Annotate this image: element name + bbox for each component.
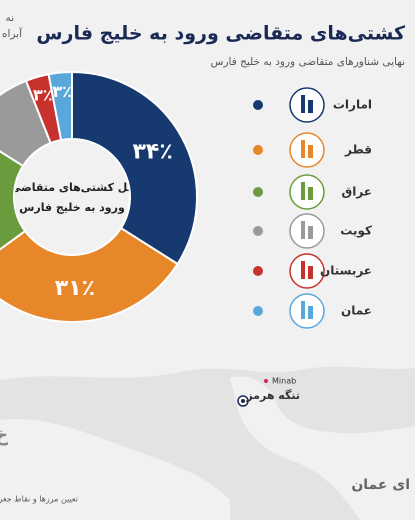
legend-icon-building xyxy=(308,100,313,113)
legend-dot xyxy=(253,226,263,236)
donut-segment xyxy=(47,70,73,142)
legend-icon xyxy=(289,132,325,168)
segment-label: ۳٪ xyxy=(52,82,72,101)
legend-icon-building xyxy=(301,95,305,113)
map-label: ای عمان xyxy=(351,477,410,493)
legend-icon xyxy=(289,213,325,249)
map-label: Minab xyxy=(272,377,296,386)
center-label: ورود به خلیج فارس xyxy=(19,201,125,214)
center-label: کل کشتی‌های متقاضی xyxy=(10,181,135,194)
legend-dot xyxy=(253,100,263,110)
legend-icon-building xyxy=(301,261,305,279)
map xyxy=(0,366,415,520)
map-label: خ xyxy=(0,425,8,446)
legend-label: عمان xyxy=(341,304,372,318)
donut-segment xyxy=(71,70,198,266)
legend-icon-building xyxy=(308,306,313,319)
subtitle: نهایی شناورهای متقاضی ورود به خلیج فارس xyxy=(211,56,405,68)
corner-text: نه xyxy=(5,12,14,24)
segment-label: ۳۴٪ xyxy=(132,140,172,165)
corner-text: آبراه خ xyxy=(0,27,23,40)
legend-icon-building xyxy=(301,182,305,200)
legend-label: عربستان xyxy=(320,264,372,278)
legend-icon-building xyxy=(301,140,305,158)
legend-icon-building xyxy=(308,226,313,239)
title: کشتی‌های متقاضی ورود به خلیج فارس xyxy=(36,23,406,45)
legend-dot xyxy=(253,145,263,155)
legend-dot xyxy=(253,306,263,316)
legend-icon xyxy=(289,253,325,289)
legend-label: قطر xyxy=(344,143,372,157)
legend-icon-building xyxy=(308,145,313,158)
donut-segment xyxy=(0,150,27,251)
legend-label: کویت xyxy=(340,224,372,239)
legend-icon-building xyxy=(301,221,305,239)
legend-icon-building xyxy=(301,301,305,319)
legend-icon xyxy=(289,293,325,329)
legend-label: عراق xyxy=(341,185,372,199)
legend-icon xyxy=(289,174,325,210)
donut-segment xyxy=(0,226,179,323)
segment-label: ۳۱٪ xyxy=(55,276,95,301)
legend-icon xyxy=(289,87,325,123)
segment-label: ۳٪ xyxy=(33,86,53,105)
legend-dot xyxy=(253,187,263,197)
legend-dot xyxy=(253,266,263,276)
map-label: تنگه هرمز xyxy=(245,389,300,402)
legend-label: امارات xyxy=(333,98,372,112)
legend-icon-building xyxy=(308,187,313,200)
footnote: تعیین مرزها و نقاط جغرافیا xyxy=(0,495,78,504)
legend-icon-building xyxy=(308,266,313,279)
